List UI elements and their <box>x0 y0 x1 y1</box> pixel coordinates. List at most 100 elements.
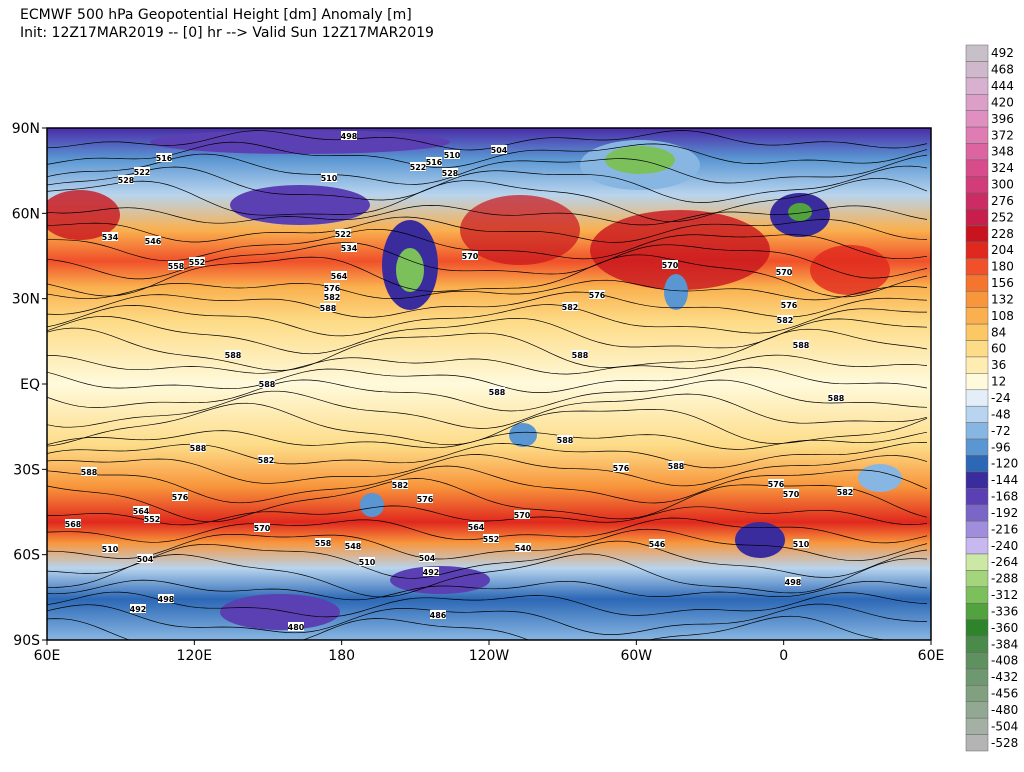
contour-label: 588 <box>557 436 574 445</box>
colorbar-label: 324 <box>991 161 1014 175</box>
contour-line <box>47 177 928 223</box>
colorbar-label: 204 <box>991 243 1014 257</box>
colorbar-swatch <box>965 77 989 95</box>
contour-label-bg <box>137 554 153 563</box>
lon-label: 0 <box>779 648 788 664</box>
contour-label: 588 <box>793 341 810 350</box>
colorbar-swatch <box>965 192 989 210</box>
contour-label: 498 <box>785 578 802 587</box>
colorbar-swatch <box>965 389 989 407</box>
contour-label: 588 <box>489 388 506 397</box>
colorbar-label: -384 <box>991 637 1018 651</box>
contour-label: 564 <box>468 523 485 532</box>
contour-label: 552 <box>483 535 500 544</box>
colorbar-label: -528 <box>991 736 1018 750</box>
contour-label-bg <box>785 577 801 586</box>
contour-line <box>47 141 928 169</box>
contour-line <box>47 528 928 562</box>
colorbar-label: 420 <box>991 95 1014 109</box>
colorbar-label: 180 <box>991 260 1014 274</box>
colorbar-label: 444 <box>991 79 1014 93</box>
contour-label-bg <box>315 538 331 547</box>
contour-line <box>47 591 928 618</box>
contour-label-bg <box>324 283 340 292</box>
contour-label: 564 <box>133 507 150 516</box>
colorbar-swatch <box>965 471 989 489</box>
colorbar-swatch <box>965 208 989 226</box>
colorbar-label: 300 <box>991 178 1014 192</box>
contour-line <box>47 603 928 635</box>
colorbar-swatch <box>965 159 989 177</box>
colorbar-swatch <box>965 570 989 588</box>
colorbar-label: -360 <box>991 621 1018 635</box>
colorbar-label: 60 <box>991 342 1006 356</box>
contour-line <box>47 205 928 226</box>
contour-label-bg <box>331 271 347 280</box>
contour-label-bg <box>102 544 118 553</box>
subtitle: Init: 12Z17MAR2019 -- [0] hr --> Valid S… <box>20 25 434 41</box>
contour-line <box>47 390 928 429</box>
contour-line <box>47 216 928 243</box>
contour-label: 570 <box>776 268 793 277</box>
colorbar-swatch <box>965 323 989 341</box>
colorbar-swatch <box>965 225 989 243</box>
contour-label-bg <box>557 435 573 444</box>
colorbar-label: 132 <box>991 292 1014 306</box>
contour-line <box>47 354 928 375</box>
contour-label: 588 <box>259 380 276 389</box>
contour-line <box>47 379 928 412</box>
colorbar-swatch <box>965 668 989 686</box>
colorbar-swatch <box>965 455 989 473</box>
colorbar-label: 492 <box>991 46 1014 60</box>
lat-label: EQ <box>20 377 40 393</box>
colorbar-swatch <box>965 488 989 505</box>
contour-label-bg <box>562 302 578 311</box>
contour-label-bg <box>444 150 460 159</box>
contour-line <box>47 505 928 526</box>
contour-label: 540 <box>515 544 532 553</box>
contour-label-bg <box>254 523 270 532</box>
colorbar-label: 348 <box>991 145 1014 159</box>
colorbar-label: -312 <box>991 588 1018 602</box>
contour-label-bg <box>781 300 797 309</box>
lat-label: 60N <box>12 206 40 222</box>
contour-label: 570 <box>462 252 479 261</box>
contour-label-bg <box>468 522 484 531</box>
contour-label: 576 <box>324 284 341 293</box>
colorbar-label: 276 <box>991 194 1014 208</box>
lon-label: 60E <box>918 648 945 664</box>
colorbar-label: -216 <box>991 522 1018 536</box>
title: ECMWF 500 hPa Geopotential Height [dm] A… <box>20 7 412 23</box>
colorbar-swatch <box>965 553 989 571</box>
contour-label: 582 <box>777 316 794 325</box>
contour-line <box>47 165 928 203</box>
lon-label: 60W <box>620 648 652 664</box>
contour-label: 534 <box>341 244 358 253</box>
colorbar-label: 252 <box>991 210 1014 224</box>
contour-label-bg <box>514 510 530 519</box>
contour-label: 570 <box>783 490 800 499</box>
contour-label: 528 <box>118 176 135 185</box>
contour-line <box>47 304 927 337</box>
colorbar-label: 156 <box>991 276 1014 290</box>
contour-label-bg <box>288 622 304 631</box>
contour-label-bg <box>225 350 241 359</box>
contour-label-bg <box>515 543 531 552</box>
colorbar-label: -480 <box>991 703 1018 717</box>
contour-line <box>47 366 928 393</box>
contour-label: 570 <box>254 524 271 533</box>
colorbar-swatch <box>965 61 989 79</box>
contour-line <box>47 465 928 504</box>
contour-label: 582 <box>562 303 579 312</box>
contour-label-bg <box>410 162 426 171</box>
colorbar-label: -72 <box>991 424 1011 438</box>
colorbar-label: -504 <box>991 719 1018 733</box>
contour-label-bg <box>341 243 357 252</box>
contour-label-bg <box>783 489 799 498</box>
colorbar-swatch <box>965 619 989 637</box>
contour-label: 588 <box>190 444 207 453</box>
colorbar-label: -48 <box>991 407 1011 421</box>
contour-label-bg <box>423 567 439 576</box>
colorbar-swatch <box>965 701 989 719</box>
